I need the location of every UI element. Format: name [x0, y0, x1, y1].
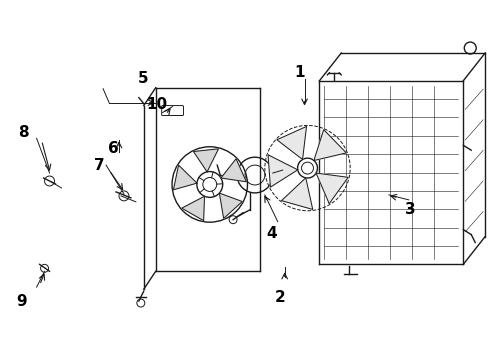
Polygon shape	[220, 193, 242, 219]
Text: 4: 4	[267, 226, 277, 241]
Text: 10: 10	[146, 97, 167, 112]
Text: 2: 2	[274, 289, 285, 305]
Polygon shape	[268, 155, 298, 187]
Polygon shape	[173, 165, 197, 190]
Polygon shape	[316, 173, 348, 204]
Text: 7: 7	[94, 158, 104, 172]
Text: 9: 9	[17, 293, 27, 309]
Text: 8: 8	[19, 125, 29, 140]
Polygon shape	[182, 196, 204, 221]
Polygon shape	[221, 159, 246, 182]
Text: 1: 1	[294, 65, 305, 80]
Text: 5: 5	[138, 71, 148, 86]
Text: 6: 6	[108, 141, 119, 156]
Polygon shape	[277, 126, 307, 159]
Text: 3: 3	[405, 202, 416, 217]
Polygon shape	[281, 178, 313, 210]
Polygon shape	[194, 149, 219, 172]
Polygon shape	[314, 130, 346, 161]
